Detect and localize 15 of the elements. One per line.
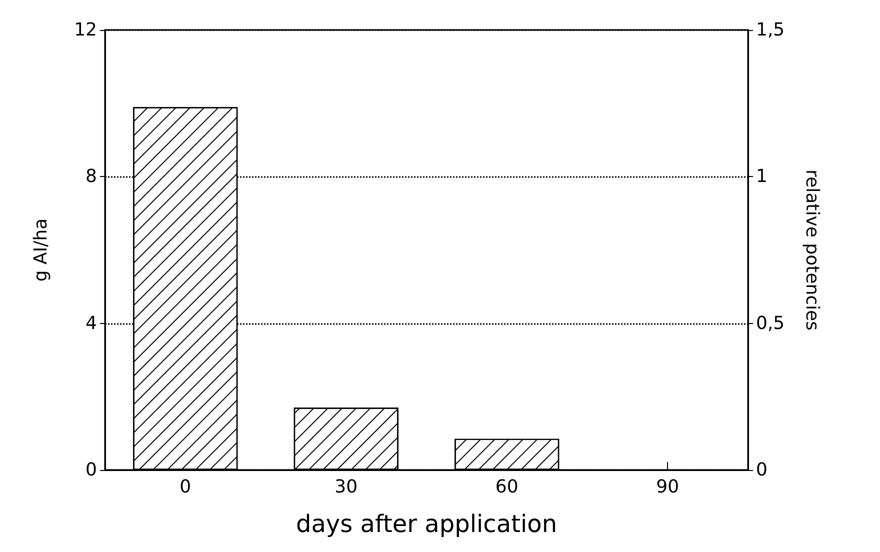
x-axis-title: days after application [296,510,558,538]
y-tick-label: 4 [86,312,97,334]
y2-tick-label: 1,5 [756,20,785,40]
y-axis-title: g AI/ha [30,218,52,282]
y-tick-label: 0 [86,460,97,480]
y2-tick-label: 0,5 [756,312,785,334]
x-tick-label: 30 [334,476,358,498]
y2-tick-label: 0 [756,460,768,480]
y2-tick-label: 1 [756,166,768,188]
x-tick-label: 60 [495,476,518,498]
x-tick-label: 90 [656,476,680,498]
y-tick-label: 12 [74,20,97,40]
x-tick-label: 0 [180,476,192,498]
y2-axis-title: relative potencies [802,170,822,330]
y-tick-label: 8 [86,166,97,188]
